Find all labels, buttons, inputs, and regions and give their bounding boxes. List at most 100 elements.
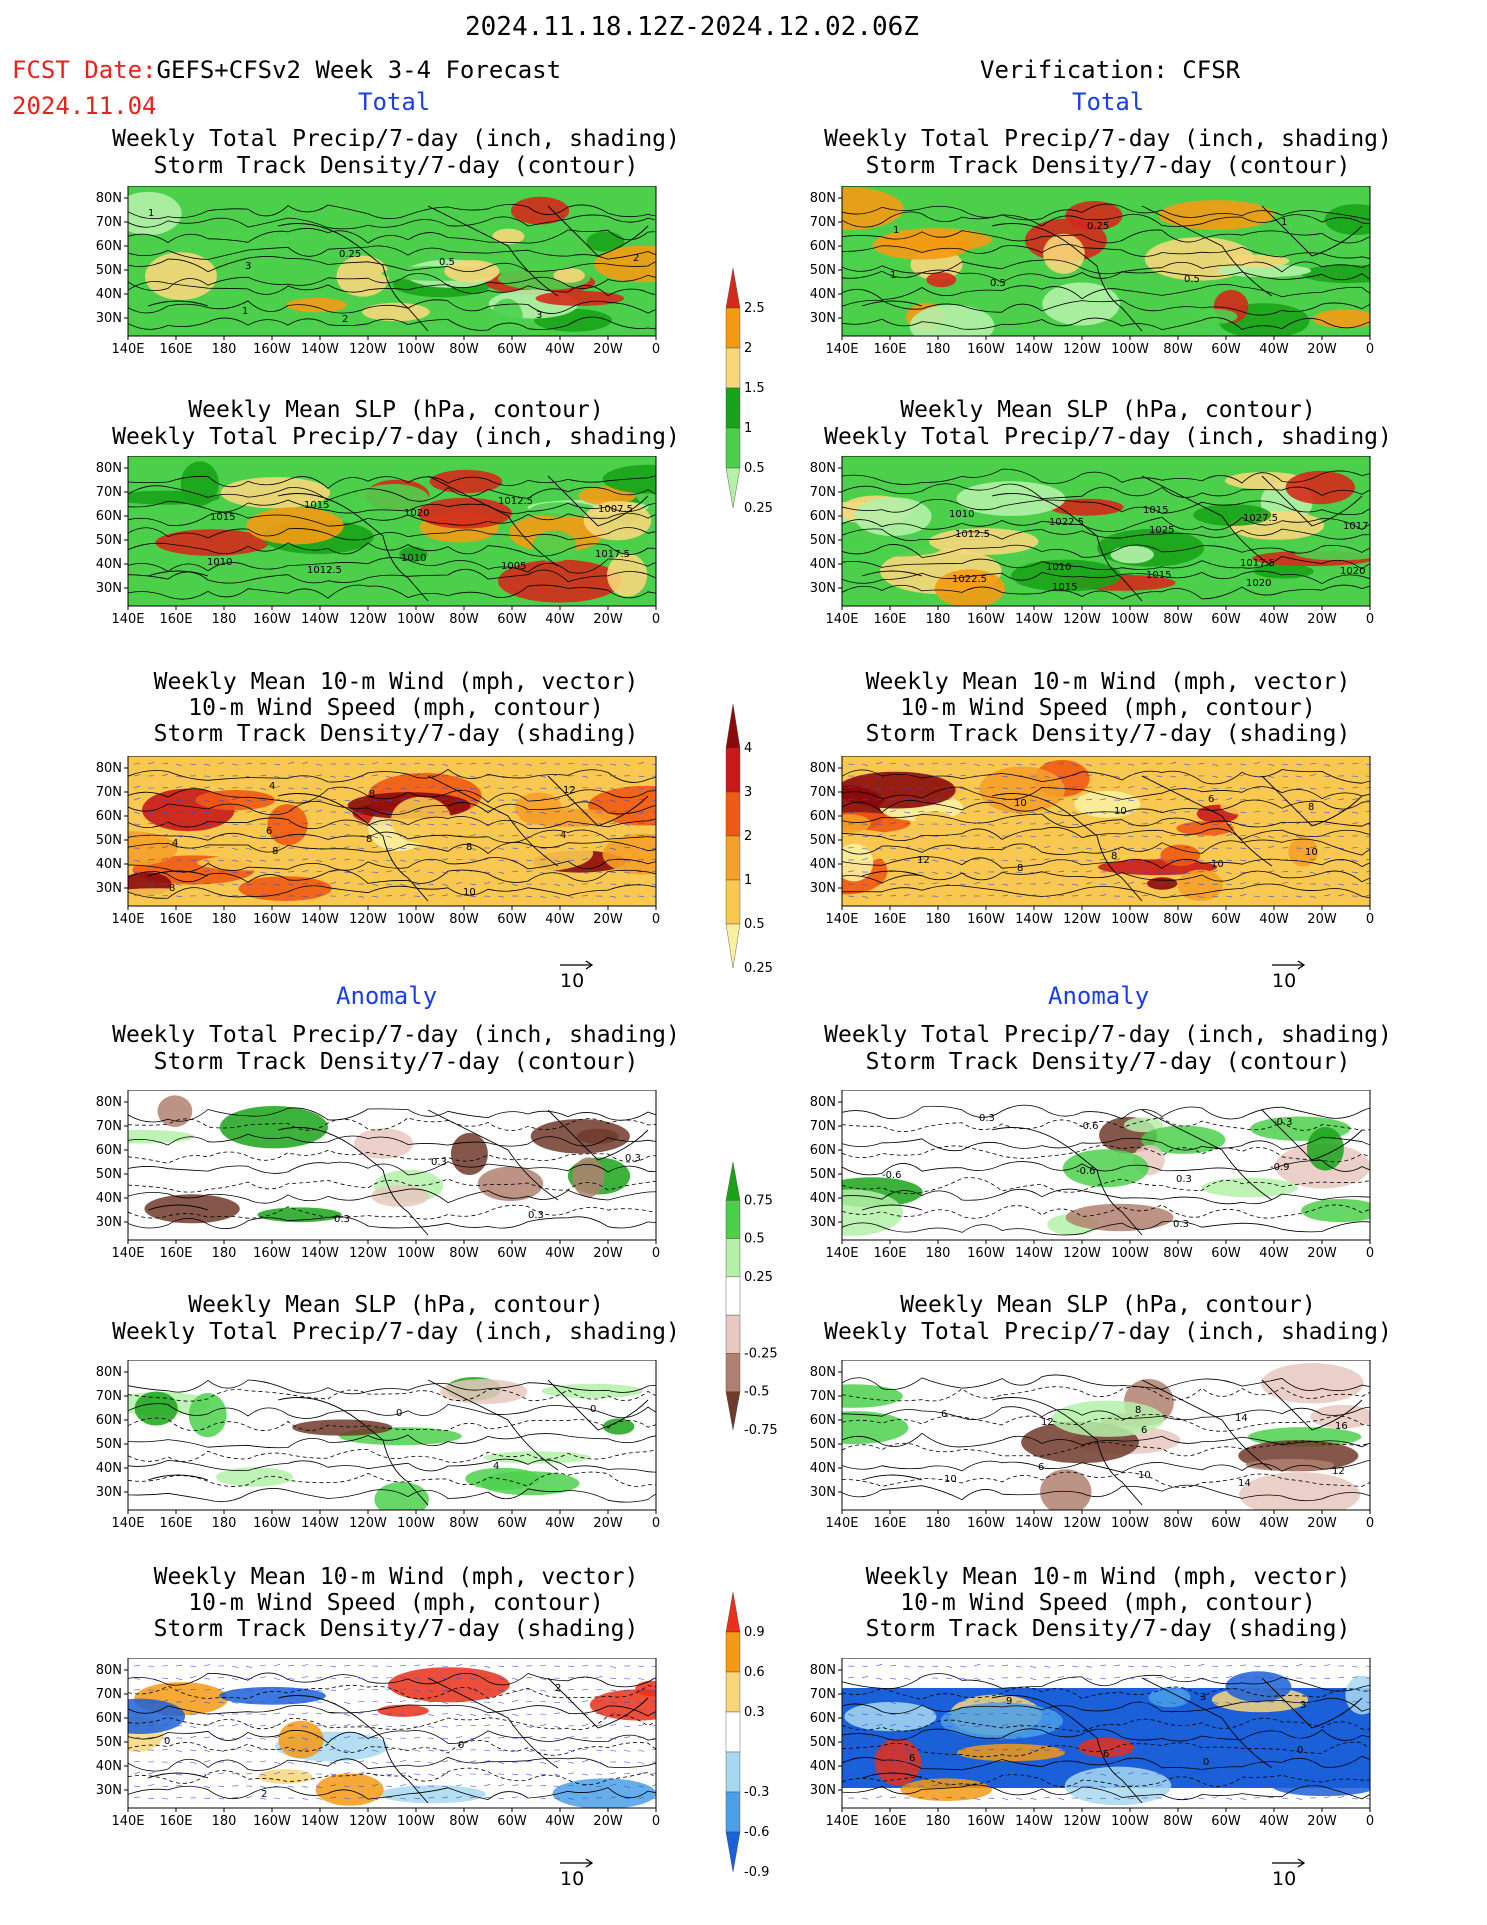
wind-vector: [581, 1759, 589, 1763]
contour-line: [128, 1216, 656, 1230]
wind-vector: [273, 798, 281, 801]
wind-vector: [1337, 1785, 1345, 1787]
lat-tick-label: 30N: [810, 1485, 836, 1500]
wind-vector: [469, 1760, 477, 1763]
coastline: [861, 1677, 1363, 1804]
lon-tick-label: 180: [926, 912, 951, 927]
vector-ref-value: 10: [1272, 1868, 1297, 1890]
wind-vector: [1127, 1784, 1135, 1787]
wind-vector: [903, 1785, 911, 1787]
contour-line: [128, 1117, 656, 1131]
wind-vector: [1253, 870, 1261, 873]
contour-label: 12: [563, 785, 576, 796]
colorbar-label: 1: [744, 421, 752, 436]
wind-vector: [511, 1689, 519, 1693]
shading-blob: [1201, 1177, 1298, 1198]
fcst-label: GEFS+CFSv2 Week 3-4 Forecast: [156, 56, 562, 84]
wind-vector: [1001, 1773, 1009, 1776]
lon-tick-label: 140W: [1015, 1814, 1053, 1829]
coastline: [147, 1109, 649, 1236]
wind-vector: [1267, 763, 1275, 767]
wind-vector: [553, 1737, 561, 1740]
lat-tick-label: 70N: [96, 1687, 122, 1702]
wind-vector: [483, 1749, 491, 1752]
contour-line: [842, 516, 1370, 533]
wind-vector: [1155, 810, 1163, 813]
wind-vector: [413, 1725, 421, 1728]
wind-vector: [1029, 858, 1037, 861]
wind-vector: [1211, 1783, 1219, 1787]
wind-vector: [203, 1736, 211, 1739]
wind-vector: [315, 882, 323, 885]
wind-vector: [343, 1688, 351, 1691]
wind-vector: [1141, 1723, 1149, 1727]
wind-vector: [1323, 1712, 1331, 1715]
contour-line: [842, 786, 1370, 800]
wind-vector: [1239, 787, 1247, 790]
wind-vector: [1029, 1797, 1037, 1800]
wind-vector: [1029, 1677, 1037, 1681]
wind-vector: [287, 1677, 295, 1680]
wind-vector: [203, 1749, 211, 1752]
wind-vector: [595, 1749, 603, 1751]
wind-vector: [301, 833, 309, 837]
wind-vector: [427, 1773, 435, 1777]
lon-tick-label: 100W: [397, 612, 435, 627]
wind-vector: [511, 847, 519, 849]
wind-vector: [371, 1784, 379, 1787]
shading-blob: [492, 228, 525, 245]
wind-vector: [371, 895, 379, 898]
wind-vector: [1239, 773, 1247, 777]
wind-vector: [581, 1700, 589, 1703]
wind-vector: [329, 857, 337, 861]
wind-vector: [1351, 847, 1359, 849]
wind-vector: [1001, 822, 1009, 825]
contour-line: [128, 485, 656, 502]
wind-vector: [301, 1771, 309, 1775]
lat-tick-label: 70N: [810, 1389, 836, 1404]
contour-label: 1022.5: [952, 574, 987, 585]
wind-vector: [343, 1761, 351, 1764]
wind-vector: [273, 846, 281, 849]
wind-vector: [1197, 895, 1205, 899]
wind-vector: [987, 847, 995, 849]
wind-vector: [273, 1712, 281, 1715]
wind-vector: [959, 774, 967, 777]
wind-vector: [1197, 1677, 1205, 1680]
wind-vector: [1267, 1677, 1275, 1679]
lon-tick-label: 160E: [159, 342, 192, 357]
contour-label: 1020: [1246, 578, 1271, 589]
wind-vector: [497, 1689, 505, 1691]
lat-tick-label: 30N: [96, 1783, 122, 1798]
wind-vector: [623, 846, 631, 849]
wind-vector: [1295, 1688, 1303, 1691]
contour-label: 6: [1038, 1462, 1044, 1473]
map-panel-vf-total-precip: 1 0.5 0.25 0.5 1 1 80N 70N 60N 50N 40N 30N 140E 160E 1…: [782, 186, 1380, 360]
wind-vector: [623, 1797, 631, 1799]
wind-vector: [931, 811, 939, 813]
wind-vector: [875, 858, 883, 861]
wind-vector: [259, 1760, 267, 1763]
wind-vector: [1197, 810, 1205, 813]
wind-vector: [245, 859, 253, 863]
wind-vector: [847, 1749, 855, 1752]
wind-vector: [147, 883, 155, 886]
wind-vector: [1211, 763, 1219, 767]
wind-vector: [399, 1688, 407, 1691]
wind-vector: [133, 859, 141, 862]
lat-tick-label: 30N: [810, 1783, 836, 1798]
lon-tick-label: 140W: [301, 912, 339, 927]
wind-vector: [231, 1665, 239, 1669]
lon-tick-label: 20W: [1307, 1516, 1337, 1531]
colorbar-label: 1.5: [744, 381, 765, 396]
wind-vector: [917, 810, 925, 813]
wind-vector: [945, 1677, 953, 1680]
wind-vector: [1169, 822, 1177, 825]
contour-line: [128, 228, 656, 244]
contour-line: [842, 1471, 1370, 1488]
wind-vector: [1253, 775, 1261, 778]
wind-vector: [1281, 1749, 1289, 1752]
wind-vector: [1099, 1736, 1107, 1739]
wind-vector: [273, 811, 281, 813]
wind-vector: [1197, 1688, 1205, 1691]
